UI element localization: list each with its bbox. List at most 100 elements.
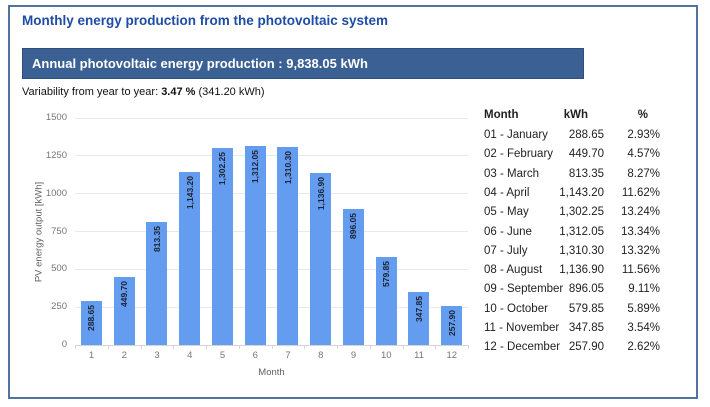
cell-percent: 9.11% [628,283,660,296]
x-axis-title: Month [258,367,285,378]
x-tick-mark [402,345,404,349]
x-tick-mark [107,345,109,349]
table-row: 03 - March 813.35 8.27% [484,165,660,184]
gridline-250 [75,306,468,308]
cell-percent: 3.54% [627,322,660,334]
cell-kwh: 347.85 [568,322,604,334]
y-tick-label-1250: 1250 [45,149,67,161]
table-header-pct: % [637,109,648,121]
y-tick-label-250: 250 [51,301,67,313]
table-row: 05 - May 1,302.25 13.24% [484,203,660,222]
cell-percent: 13.32% [620,244,660,257]
page-border [8,5,698,399]
cell-month: 09 - September [484,283,564,296]
cell-kwh: 579.85 [568,302,604,315]
bar-value-label: 1,143.20 [184,176,195,210]
bar-month-7[interactable]: 1,310.30 [277,146,299,345]
annual-production-text: Annual photovoltaic energy production : … [32,56,368,71]
variability-prefix: Variability from year to year: [22,86,162,98]
bar-value-label: 813.35 [151,225,162,252]
variability-value: 3.47 % [161,86,196,98]
cell-kwh: 896.05 [568,283,604,296]
cell-month: 03 - March [484,167,539,180]
x-tick-mark [206,345,207,349]
bar-value-label: 257.90 [446,309,457,336]
bar-month-6[interactable]: 1,312.05 [244,146,266,345]
table-row: 12 - December 257.90 2.62% [484,338,660,357]
x-tick-mark [140,345,142,349]
x-tick-mark [435,345,437,349]
bar-month-5[interactable]: 1,302.25 [211,147,233,345]
bar-value-label: 288.65 [86,305,97,332]
cell-kwh: 1,136.90 [559,264,604,277]
x-tick-mark [271,345,273,349]
x-tick-label-3: 3 [154,350,160,361]
bar-month-11[interactable]: 347.85 [408,292,430,345]
cell-kwh: 449.70 [568,148,604,161]
bar-month-9[interactable]: 896.05 [342,209,364,345]
cell-percent: 13.24% [620,206,660,219]
cell-kwh: 1,310.30 [559,244,604,257]
x-tick-label-12: 12 [446,350,458,361]
table-row: 10 - October 579.85 5.89% [484,300,660,319]
annual-production-banner: Annual photovoltaic energy production : … [22,48,584,79]
cell-month: 07 - July [484,244,528,257]
cell-month: 05 - May [484,206,529,219]
x-tick-label-1: 1 [88,350,95,361]
bar-month-4[interactable]: 1,143.20 [179,172,201,345]
table-row: 09 - September 896.05 9.11% [484,280,660,299]
bar-value-label: 347.85 [413,296,424,323]
cell-percent: 11.62% [621,186,660,199]
cell-percent: 13.34% [620,225,660,238]
x-tick-mark [238,345,240,349]
cell-month: 01 - January [484,129,548,141]
x-tick-mark [468,345,469,349]
x-tick-label-4: 4 [187,350,193,361]
cell-percent: 4.57% [627,148,660,161]
cell-percent: 5.89% [627,302,660,315]
bar-month-10[interactable]: 579.85 [375,257,397,345]
bar-value-label: 1,310.30 [282,150,293,184]
table-header-kwh: kWh [563,109,588,121]
table-row: 04 - April 1,143.20 11.62% [484,184,660,203]
cell-percent: 11.56% [621,264,660,277]
x-tick-label-9: 9 [350,350,357,361]
variability-suffix: (341.20 kWh) [195,86,265,98]
cell-percent: 8.27% [627,167,660,180]
bar-value-label: 1,136.90 [315,176,326,211]
bar-month-3[interactable]: 813.35 [146,221,168,345]
table-row: 08 - August 1,136.90 11.56% [484,261,660,280]
table-row: 01 - January 288.65 2.93% [484,126,660,145]
cell-month: 04 - April [484,186,530,199]
gridline-1000 [75,193,468,195]
cell-kwh: 813.35 [568,167,604,180]
x-tick-mark [304,345,306,349]
table-row: 06 - June 1,312.05 13.34% [484,223,660,242]
y-tick-label-500: 500 [51,263,67,275]
cell-month: 11 - November [484,322,560,334]
bar-month-8[interactable]: 1,136.90 [310,172,332,345]
cell-month: 06 - June [484,225,532,238]
table-header-month: Month [484,109,519,121]
table-row: 07 - July 1,310.30 13.32% [484,242,660,261]
table-row: 11 - November 347.85 3.54% [484,319,660,338]
x-tick-label-10: 10 [380,350,392,361]
y-tick-label-750: 750 [51,225,67,237]
cell-month: 08 - August [484,264,543,277]
bar-month-1[interactable]: 288.65 [80,301,102,345]
bar-month-2[interactable]: 449.70 [113,276,135,345]
page-title: Monthly energy production from the photo… [22,13,389,28]
y-tick-label-0: 0 [61,339,67,350]
bar-value-label: 1,302.25 [217,151,228,186]
y-tick-label-1500: 1500 [45,112,67,123]
y-tick-label-1000: 1000 [45,187,67,199]
bar-month-12[interactable]: 257.90 [441,305,463,345]
cell-month: 12 - December [484,341,561,354]
bar-value-label: 449.70 [119,280,130,307]
cell-kwh: 1,302.25 [559,206,604,219]
cell-kwh: 1,143.20 [559,186,604,199]
gridline-750 [75,231,468,232]
x-tick-label-11: 11 [414,350,424,361]
cell-kwh: 288.65 [568,129,604,141]
bar-value-label: 896.05 [348,213,359,240]
